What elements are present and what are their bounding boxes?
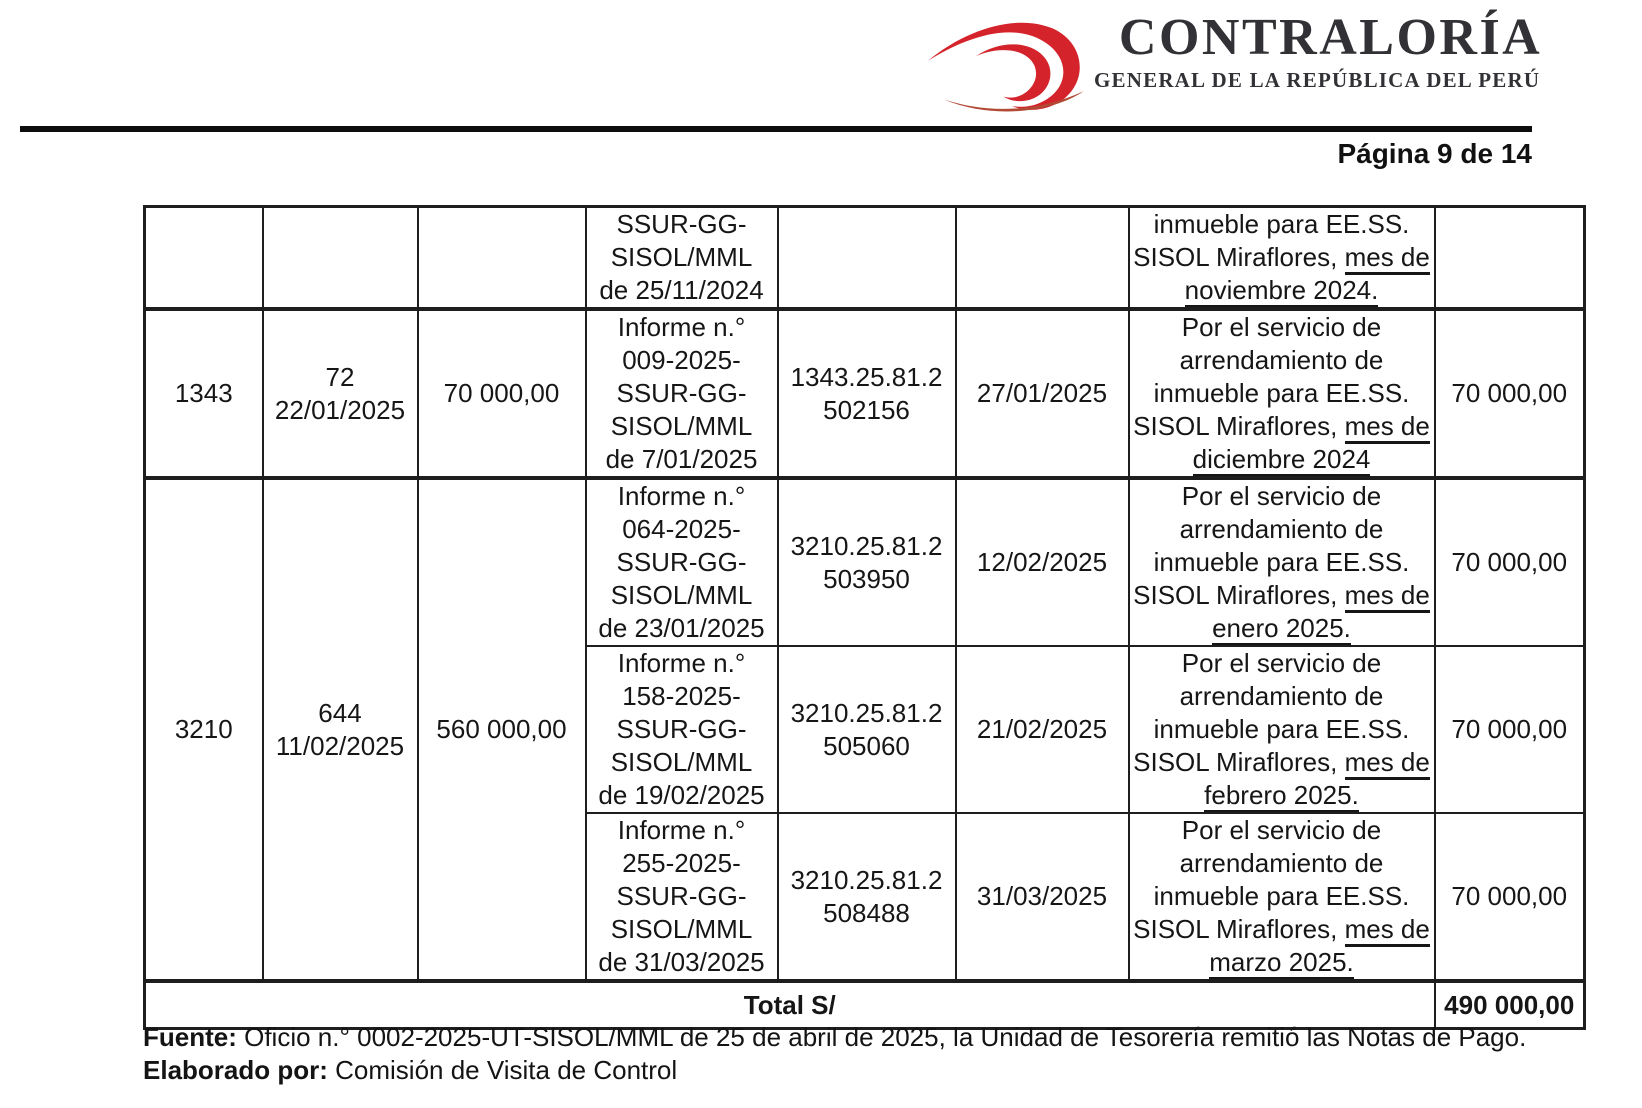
cell-payment-code (776, 205, 957, 310)
description-text: Por el servicio de arrendamiento de inmu… (1133, 481, 1410, 610)
total-label: Total S/ (143, 979, 1436, 1030)
cell-doc-number-date: 644 11/02/2025 (261, 476, 419, 982)
cell-payment-date: 27/01/2025 (954, 307, 1130, 479)
payments-table-wrap: SSUR-GG- SISOL/MML de 25/11/2024 inmuebl… (143, 205, 1586, 1030)
description-text: Por el servicio de arrendamiento de inmu… (1133, 648, 1410, 777)
table-row-total: Total S/ 490 000,00 (143, 979, 1586, 1030)
table-row-3210-sub1: 3210 644 11/02/2025 560 000,00 Informe n… (143, 476, 1586, 982)
cell-payment-date: 31/03/2025 (954, 812, 1130, 982)
cell-paid-amount: 70 000,00 (1433, 307, 1586, 479)
cell-payment-date: 21/02/2025 (954, 645, 1130, 814)
source-note: Fuente: Oficio n.° 0002-2025-UT-SISOL/MM… (143, 1021, 1603, 1054)
logo-text: CONTRALORÍA GENERAL DE LA REPÚBLICA DEL … (1094, 9, 1543, 93)
cell-amount: 70 000,00 (416, 307, 587, 479)
cell-description: Por el servicio de arrendamiento de inmu… (1127, 812, 1436, 982)
total-value: 490 000,00 (1433, 979, 1586, 1030)
description-underlined-text: mes de marzo 2025. (1209, 914, 1430, 979)
cell-payment-code: 3210.25.81.2 508488 (776, 812, 957, 982)
description-text: Por el servicio de arrendamiento de inmu… (1133, 312, 1410, 441)
logo-title: CONTRALORÍA (1118, 9, 1543, 66)
contraloria-swoosh-icon (928, 22, 1084, 112)
logo-subtitle: GENERAL DE LA REPÚBLICA DEL PERÚ (1094, 68, 1541, 92)
payments-table: SSUR-GG- SISOL/MML de 25/11/2024 inmuebl… (143, 205, 1586, 1030)
cell-payment-code: 1343.25.81.2 502156 (776, 307, 957, 479)
footnotes: Fuente: Oficio n.° 0002-2025-UT-SISOL/MM… (143, 1021, 1603, 1087)
description-underlined-text: mes de enero 2025. (1212, 580, 1430, 644)
header-divider (20, 126, 1532, 132)
cell-informe-ref: Informe n.° 009-2025- SSUR-GG- SISOL/MML… (584, 307, 779, 479)
cell-payment-code: 3210.25.81.2 505060 (776, 645, 957, 814)
description-underlined-text: mes de noviembre 2024. (1184, 242, 1430, 308)
prepared-by-text: Comisión de Visita de Control (327, 1055, 678, 1085)
cell-id: 1343 (143, 307, 264, 479)
cell-description: inmueble para EE.SS. SISOL Miraflores, m… (1127, 205, 1436, 310)
cell-paid-amount: 70 000,00 (1433, 476, 1586, 647)
cell-payment-code: 3210.25.81.2 503950 (776, 476, 957, 647)
cell-paid-amount (1433, 205, 1586, 310)
cell-amount (416, 205, 587, 310)
cell-id: 3210 (143, 476, 264, 982)
table-row-3210-sub2: Informe n.° 158-2025- SSUR-GG- SISOL/MML… (145, 645, 1586, 814)
cell-doc-number-date: 72 22/01/2025 (261, 307, 419, 479)
cell-paid-amount: 70 000,00 (1433, 812, 1586, 982)
cell-informe-ref: Informe n.° 064-2025- SSUR-GG- SISOL/MML… (584, 476, 779, 647)
cell-informe-ref: Informe n.° 158-2025- SSUR-GG- SISOL/MML… (584, 645, 779, 814)
source-text: Oficio n.° 0002-2025-UT-SISOL/MML de 25 … (236, 1022, 1527, 1052)
description-text: Por el servicio de arrendamiento de inmu… (1133, 815, 1410, 944)
table-row-3210-sub3: Informe n.° 255-2025- SSUR-GG- SISOL/MML… (145, 812, 1586, 982)
description-underlined-text: mes de febrero 2025. (1204, 747, 1430, 811)
cell-description: Por el servicio de arrendamiento de inmu… (1127, 307, 1436, 479)
cell-doc-number-date (261, 205, 419, 310)
contraloria-logo: CONTRALORÍA GENERAL DE LA REPÚBLICA DEL … (922, 10, 1542, 116)
description-underlined-text: mes de diciembre 2024 (1192, 411, 1430, 476)
cell-description: Por el servicio de arrendamiento de inmu… (1127, 645, 1436, 814)
table-row-carryover: SSUR-GG- SISOL/MML de 25/11/2024 inmuebl… (143, 205, 1586, 310)
table-row-1343: 1343 72 22/01/2025 70 000,00 Informe n.°… (143, 307, 1586, 479)
prepared-by-label: Elaborado por: (143, 1055, 328, 1085)
description-text: inmueble para EE.SS. SISOL Miraflores, (1133, 209, 1410, 272)
prepared-by-note: Elaborado por: Comisión de Visita de Con… (143, 1054, 1603, 1087)
source-label: Fuente: (143, 1022, 237, 1052)
cell-informe-ref: SSUR-GG- SISOL/MML de 25/11/2024 (584, 205, 779, 310)
cell-description: Por el servicio de arrendamiento de inmu… (1127, 476, 1436, 647)
page-indicator: Página 9 de 14 (1337, 138, 1532, 169)
cell-paid-amount: 70 000,00 (1433, 645, 1586, 814)
cell-amount: 560 000,00 (416, 476, 587, 982)
cell-payment-date (954, 205, 1130, 310)
cell-id (143, 205, 264, 310)
cell-informe-ref: Informe n.° 255-2025- SSUR-GG- SISOL/MML… (584, 812, 779, 982)
cell-payment-date: 12/02/2025 (954, 476, 1130, 647)
